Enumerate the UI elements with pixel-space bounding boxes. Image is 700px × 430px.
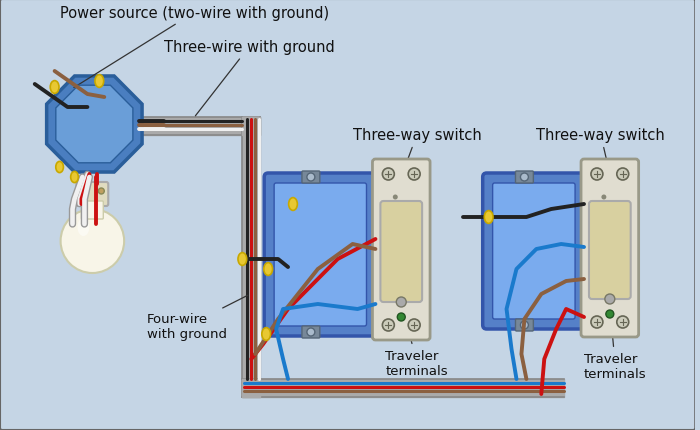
Text: Power source (two-wire with ground): Power source (two-wire with ground): [60, 6, 329, 88]
Ellipse shape: [78, 218, 90, 236]
Circle shape: [591, 316, 603, 328]
Circle shape: [520, 174, 528, 181]
Text: Four-wire
with ground: Four-wire with ground: [147, 295, 248, 340]
Circle shape: [408, 169, 420, 181]
Ellipse shape: [264, 263, 272, 276]
Circle shape: [382, 169, 394, 181]
Circle shape: [398, 313, 405, 321]
Circle shape: [393, 195, 398, 200]
Ellipse shape: [288, 198, 298, 211]
Text: Three-way switch: Three-way switch: [353, 128, 482, 175]
Circle shape: [80, 189, 86, 194]
FancyBboxPatch shape: [76, 183, 108, 206]
FancyBboxPatch shape: [581, 160, 638, 337]
Circle shape: [307, 174, 315, 181]
FancyBboxPatch shape: [380, 202, 422, 302]
Circle shape: [408, 319, 420, 331]
Ellipse shape: [262, 328, 271, 341]
Text: Three-way switch: Three-way switch: [536, 128, 665, 172]
Ellipse shape: [56, 162, 64, 173]
FancyBboxPatch shape: [302, 326, 320, 338]
Circle shape: [617, 316, 629, 328]
FancyBboxPatch shape: [483, 174, 585, 329]
Polygon shape: [242, 118, 260, 136]
Polygon shape: [47, 77, 142, 172]
Circle shape: [617, 169, 629, 181]
FancyBboxPatch shape: [302, 172, 320, 184]
Circle shape: [591, 169, 603, 181]
Text: Traveler
terminals: Traveler terminals: [584, 320, 647, 380]
Polygon shape: [242, 379, 260, 397]
Circle shape: [606, 310, 614, 318]
Circle shape: [382, 319, 394, 331]
Circle shape: [307, 328, 315, 336]
FancyBboxPatch shape: [515, 172, 533, 184]
Polygon shape: [56, 86, 133, 163]
Text: Three-wire with ground: Three-wire with ground: [164, 40, 335, 117]
FancyBboxPatch shape: [264, 174, 377, 336]
Ellipse shape: [71, 172, 78, 183]
FancyBboxPatch shape: [81, 202, 104, 219]
FancyBboxPatch shape: [589, 202, 631, 299]
Circle shape: [396, 297, 406, 307]
Circle shape: [520, 321, 528, 329]
FancyBboxPatch shape: [274, 184, 367, 326]
Ellipse shape: [50, 81, 59, 94]
Ellipse shape: [484, 211, 493, 224]
Circle shape: [601, 195, 606, 200]
Ellipse shape: [95, 75, 104, 88]
FancyBboxPatch shape: [515, 319, 533, 331]
Circle shape: [605, 294, 615, 304]
Ellipse shape: [238, 253, 246, 266]
Circle shape: [61, 209, 124, 273]
FancyBboxPatch shape: [493, 184, 575, 319]
Circle shape: [98, 189, 104, 194]
Text: Traveler
terminals: Traveler terminals: [386, 327, 448, 377]
FancyBboxPatch shape: [372, 160, 430, 340]
